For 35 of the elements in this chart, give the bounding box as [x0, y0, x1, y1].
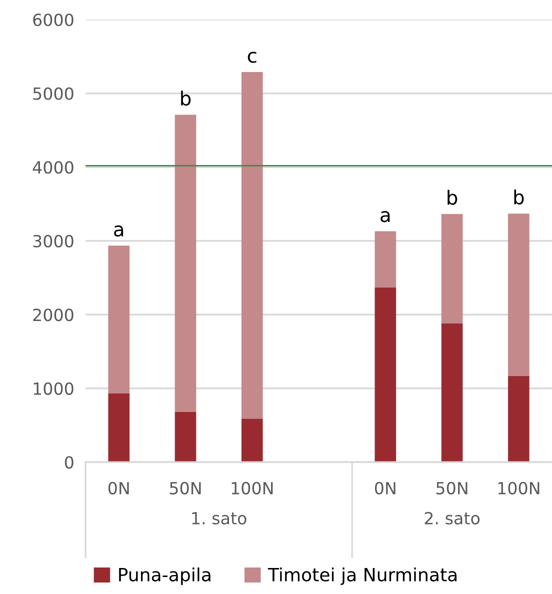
bar	[174, 114, 196, 412]
annotation: b	[181, 90, 191, 106]
x-tick-label: 50N	[170, 482, 201, 494]
text: 2. sato	[424, 512, 480, 524]
x-tick-label: 50N	[436, 482, 468, 494]
legend-label: Puna-apila	[119, 568, 210, 585]
bar	[108, 246, 130, 394]
bar	[508, 214, 530, 376]
bar	[508, 376, 530, 462]
x-tick-label: 100N	[498, 482, 540, 494]
y-tick-label: 2000	[33, 308, 74, 322]
legend-label: Timotei ja Nurminata	[268, 568, 457, 585]
y-tick-label: 1000	[34, 382, 74, 395]
bar	[374, 287, 396, 462]
bar	[441, 323, 463, 462]
bar	[108, 394, 130, 462]
annotation: a	[380, 211, 390, 222]
x-tick-label: 100N	[232, 482, 273, 494]
annotation: b	[514, 189, 524, 204]
x-tick-label: 0N	[108, 482, 129, 494]
bar	[441, 214, 463, 324]
bar	[374, 231, 396, 288]
x-tick-label: 0N	[374, 482, 396, 494]
y-tick-label: 6000	[33, 14, 74, 26]
annotation: b	[448, 190, 458, 205]
bar	[241, 418, 263, 462]
annotation: a	[114, 225, 124, 237]
text: 1. sato	[192, 512, 246, 524]
y-tick-label: 0	[64, 456, 74, 469]
y-tick-label: 5000	[33, 87, 74, 100]
y-tick-label: 3000	[33, 234, 74, 248]
bar	[174, 412, 196, 462]
y-tick-label: 4000	[32, 161, 74, 174]
bar	[241, 72, 263, 419]
annotation: c	[248, 52, 256, 63]
